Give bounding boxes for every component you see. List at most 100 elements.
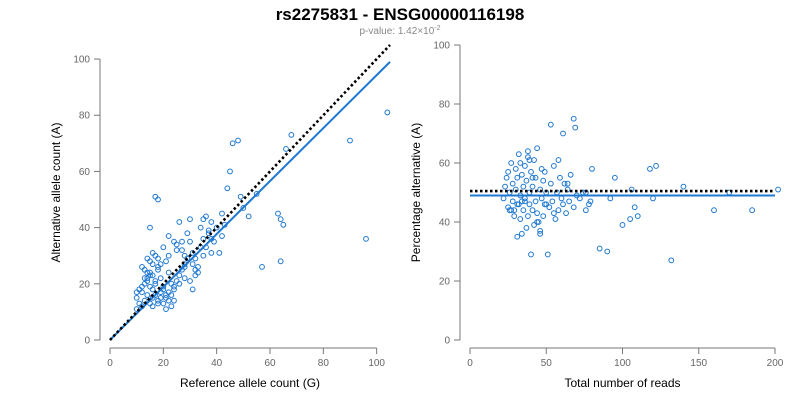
data-point xyxy=(363,235,369,242)
data-point xyxy=(546,204,553,211)
x-tick-label: 200 xyxy=(767,358,784,369)
data-point xyxy=(171,297,177,304)
data-point xyxy=(668,257,675,264)
data-point xyxy=(550,210,557,217)
data-point xyxy=(508,160,515,166)
data-point xyxy=(564,180,571,187)
data-point xyxy=(216,250,223,256)
data-point xyxy=(526,157,533,163)
data-point xyxy=(157,261,164,268)
y-tick-label: 20 xyxy=(439,277,451,288)
data-point xyxy=(200,216,207,223)
data-point xyxy=(227,168,233,175)
y-tick-label: 40 xyxy=(439,218,451,229)
data-point xyxy=(653,163,659,169)
data-point xyxy=(219,210,225,217)
data-point xyxy=(168,303,175,310)
data-point xyxy=(550,163,557,169)
x-tick-label: 150 xyxy=(690,358,707,369)
data-point xyxy=(181,275,188,282)
data-point xyxy=(555,207,562,214)
data-point xyxy=(259,264,265,270)
data-point xyxy=(749,207,756,214)
data-point xyxy=(583,207,589,214)
data-point xyxy=(552,216,559,222)
x-tick-label: 80 xyxy=(318,358,330,369)
data-point xyxy=(187,278,193,284)
data-point xyxy=(133,294,140,301)
reference-line xyxy=(109,44,391,341)
data-point xyxy=(523,225,530,231)
data-point xyxy=(558,195,565,202)
data-point xyxy=(208,235,215,242)
data-point xyxy=(189,286,196,293)
data-point xyxy=(534,145,540,152)
data-point xyxy=(347,137,353,144)
data-point xyxy=(163,306,169,312)
figure-subtitle: p-value: 1.42×10-2 xyxy=(359,25,440,37)
data-point xyxy=(171,286,177,293)
data-point xyxy=(529,207,536,214)
data-point xyxy=(187,238,193,245)
data-point xyxy=(192,266,199,273)
data-point xyxy=(514,233,521,240)
data-point xyxy=(197,224,204,231)
data-point xyxy=(529,183,536,190)
data-point xyxy=(537,230,544,237)
data-point xyxy=(277,216,284,223)
data-point xyxy=(283,146,289,152)
y-tick-label: 60 xyxy=(79,167,91,178)
y-tick-label: 0 xyxy=(84,336,90,347)
data-point xyxy=(155,196,161,203)
x-axis-label: Total number of reads xyxy=(564,376,680,390)
data-point xyxy=(253,191,260,197)
data-point xyxy=(149,303,156,310)
data-point xyxy=(280,221,287,228)
data-point xyxy=(619,222,626,228)
data-point xyxy=(529,174,536,181)
data-point xyxy=(627,216,634,222)
data-point xyxy=(235,137,241,144)
data-point xyxy=(176,219,183,225)
data-point xyxy=(500,195,507,202)
data-point xyxy=(147,224,153,231)
data-point xyxy=(540,213,547,220)
data-point xyxy=(560,201,566,208)
data-point xyxy=(176,280,183,287)
figure-title: rs2275831 - ENSG00000116198 xyxy=(276,5,525,24)
data-point xyxy=(514,174,521,181)
data-point xyxy=(219,233,225,239)
data-point xyxy=(160,244,167,251)
data-point xyxy=(611,174,618,181)
p-value-exponent: -2 xyxy=(434,25,440,32)
data-point xyxy=(505,168,512,175)
data-point xyxy=(213,224,220,231)
data-point xyxy=(506,207,513,214)
data-point xyxy=(523,177,530,184)
data-point xyxy=(520,207,527,214)
data-point xyxy=(147,258,153,265)
data-point xyxy=(165,269,172,276)
data-point xyxy=(634,213,641,220)
data-point xyxy=(522,163,528,169)
data-point xyxy=(503,174,510,181)
data-point xyxy=(555,157,562,163)
data-point xyxy=(509,180,516,187)
data-point xyxy=(561,180,568,187)
data-point xyxy=(547,121,554,128)
data-point xyxy=(189,250,196,256)
data-point xyxy=(505,204,512,211)
data-point xyxy=(711,207,717,214)
data-point xyxy=(563,210,569,217)
data-point xyxy=(237,193,244,200)
data-point xyxy=(589,166,595,172)
data-point xyxy=(534,219,540,225)
data-point xyxy=(525,148,531,155)
data-point xyxy=(139,283,145,290)
data-point xyxy=(179,247,185,253)
data-point xyxy=(522,198,528,205)
data-point xyxy=(544,251,551,258)
data-point xyxy=(549,198,556,205)
data-point xyxy=(528,251,534,258)
